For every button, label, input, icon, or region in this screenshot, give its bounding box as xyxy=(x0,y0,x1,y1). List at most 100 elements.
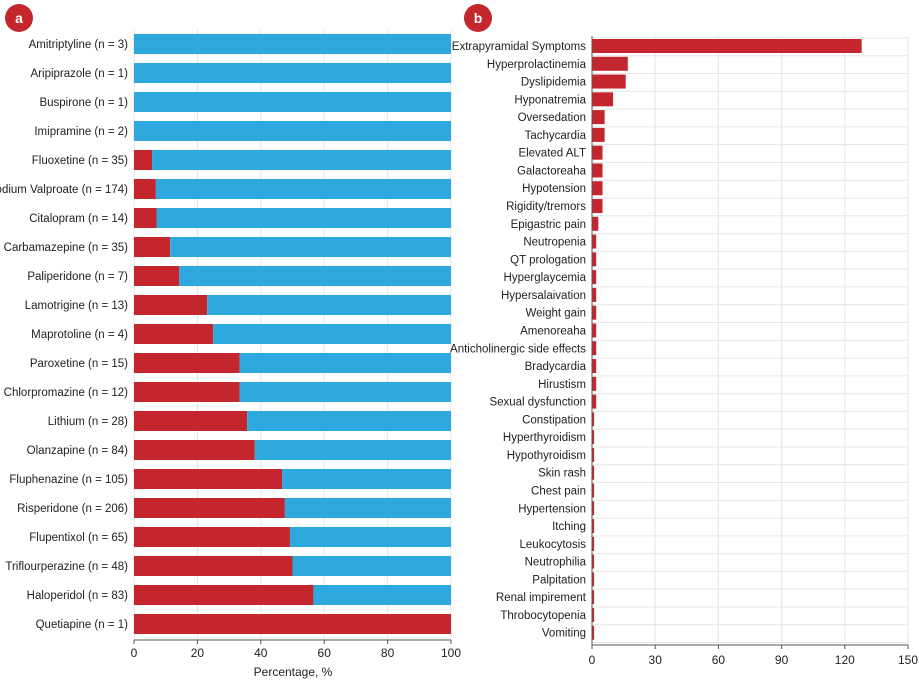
panel-a-bar-adverse xyxy=(134,237,171,257)
panel-b-bar xyxy=(592,341,597,356)
panel-b-category-label: Galactoreaha xyxy=(517,165,587,177)
panel-b-bar xyxy=(592,163,603,178)
panel-b-bar xyxy=(592,376,597,391)
panel-a-bar-adverse xyxy=(134,556,293,576)
panel-a-bar-none xyxy=(247,411,451,431)
panel-b-category-label: Extrapyramidal Symptoms xyxy=(452,41,586,53)
panel-b-bar xyxy=(592,74,626,89)
panel-a-bar-adverse xyxy=(134,585,314,605)
panel-a-tick-label: 0 xyxy=(131,646,138,660)
panel-a-bar-adverse xyxy=(134,614,451,634)
panel-b-bar xyxy=(592,216,599,231)
panel-a-tick-label: 40 xyxy=(254,646,268,660)
panel-b-category-label: Dyslipidemia xyxy=(521,77,587,89)
panel-a-category-label: Lithium (n = 28) xyxy=(48,416,128,428)
panel-a-bar-none xyxy=(134,92,451,112)
panel-b-category-label: Neutropenia xyxy=(523,237,586,249)
panel-a-category-label: Flupentixol (n = 65) xyxy=(29,532,128,544)
panel-b-label: b xyxy=(474,10,483,26)
panel-a-category-label: Olanzapine (n = 84) xyxy=(27,445,128,457)
panel-b-bar xyxy=(592,287,597,302)
panel-a-category-label: Citalopram (n = 14) xyxy=(29,213,128,225)
panel-b-category-label: Oversedation xyxy=(518,112,586,124)
panel-b-bar xyxy=(592,465,595,480)
panel-a-bar-none xyxy=(239,382,451,402)
panel-a-tick-label: 80 xyxy=(381,646,395,660)
panel-a-category-label: Carbamazepine (n = 35) xyxy=(4,242,129,254)
panel-a-category-label: Paroxetine (n = 15) xyxy=(30,358,128,370)
panel-b-bar xyxy=(592,590,595,605)
panel-a-category-label: Buspirone (n = 1) xyxy=(39,97,128,109)
panel-a-bar-none xyxy=(179,266,451,286)
panel-a-category-label: Imipramine (n = 2) xyxy=(34,126,128,138)
panel-b-tick-label: 60 xyxy=(712,653,726,667)
panel-a-tick-labels: 0 20 40 60 80 100 xyxy=(131,640,461,660)
panel-a-bar-none xyxy=(292,556,451,576)
panel-a-bar-adverse xyxy=(134,382,240,402)
panel-b-bar xyxy=(592,323,597,338)
panel-b-bar xyxy=(592,501,595,516)
panel-b-category-label: Hypertension xyxy=(518,503,586,515)
panel-a-category-label: Aripiprazole (n = 1) xyxy=(31,68,129,80)
panel-b-bar xyxy=(592,359,597,374)
panel-a-category-label: Amitriptyline (n = 3) xyxy=(29,39,129,51)
panel-b-bar xyxy=(592,625,595,640)
panel-b-category-label: Hypersalaivation xyxy=(501,290,586,302)
panel-b-category-label: Hyperprolactinemia xyxy=(487,59,587,71)
panel-a-bar-adverse xyxy=(134,411,248,431)
panel-a-category-label: Maprotoline (n = 4) xyxy=(31,329,128,341)
panel-b-bar xyxy=(592,110,605,125)
panel-b-bar xyxy=(592,145,603,160)
panel-b-bar xyxy=(592,181,603,196)
panel-a-category-label: Triflourperazine (n = 48) xyxy=(5,561,128,573)
panel-a-bar-adverse xyxy=(134,266,180,286)
panel-a-bar-adverse xyxy=(134,150,153,170)
panel-b-category-label: Constipation xyxy=(522,414,586,426)
panel-a-bar-none xyxy=(313,585,451,605)
panel-a-bar-none xyxy=(284,498,451,518)
panel-b-category-label: Epigastric pain xyxy=(511,219,586,231)
panel-b-category-label: Hyperthyroidism xyxy=(503,432,586,444)
panel-b-category-label: Tachycardia xyxy=(525,130,587,142)
panel-a-category-label: Risperidone (n = 206) xyxy=(17,503,128,515)
panel-b-category-label: QT prologation xyxy=(510,254,586,266)
panel-a-category-labels: Amitriptyline (n = 3) Aripiprazole (n = 1… xyxy=(0,39,128,631)
panel-b-tick-label: 0 xyxy=(589,653,596,667)
panel-b-bars xyxy=(592,39,862,640)
panel-b-category-label: Itching xyxy=(552,521,586,533)
panel-b-badge-circle xyxy=(464,4,492,32)
panel-a-bar-adverse xyxy=(134,324,214,344)
panel-b-bar xyxy=(592,412,595,427)
panel-b-tick-label: 120 xyxy=(835,653,855,667)
panel-b-bar xyxy=(592,305,597,320)
panel-b: b Extrapyramidal Symptoms Hyperprolactine… xyxy=(450,4,918,667)
panel-a: a Amitriptyline (n = 3) Aripiprazole (n =… xyxy=(0,4,461,679)
panel-a-category-label: Fluphenazine (n = 105) xyxy=(9,474,128,486)
panel-a-bar-adverse xyxy=(134,295,208,315)
panel-b-category-label: Hypotension xyxy=(522,183,586,195)
panel-b-category-label: Skin rash xyxy=(538,468,586,480)
panel-b-tick-label: 90 xyxy=(775,653,789,667)
panel-b-bar xyxy=(592,252,597,267)
panel-b-bar xyxy=(592,39,862,53)
panel-a-category-label: Fluoxetine (n = 35) xyxy=(32,155,128,167)
panel-b-bar xyxy=(592,56,628,71)
panel-b-category-label: Elevated ALT xyxy=(518,148,586,160)
panel-a-bar-none xyxy=(239,353,451,373)
panel-b-tick-labels: 0 30 60 90 120 150 xyxy=(589,645,918,667)
panel-a-badge-circle xyxy=(5,4,33,32)
panel-b-bar xyxy=(592,572,595,587)
panel-b-bar xyxy=(592,554,595,569)
panel-b-category-label: Anticholinergic side effects xyxy=(450,343,586,355)
panel-b-category-label: Hypothyroidism xyxy=(507,450,586,462)
panel-b-bar xyxy=(592,519,595,534)
panel-b-category-label: Chest pain xyxy=(531,486,586,498)
panel-b-bar xyxy=(592,394,597,409)
panel-a-bar-none xyxy=(134,63,451,83)
panel-a-category-label: Lamotrigine (n = 13) xyxy=(25,300,128,312)
panel-a-bar-none xyxy=(213,324,451,344)
panel-b-category-label: Sexual dysfunction xyxy=(489,397,586,409)
panel-b-category-label: Neutrophilia xyxy=(525,557,587,569)
panel-b-category-label: Bradycardia xyxy=(525,361,587,373)
